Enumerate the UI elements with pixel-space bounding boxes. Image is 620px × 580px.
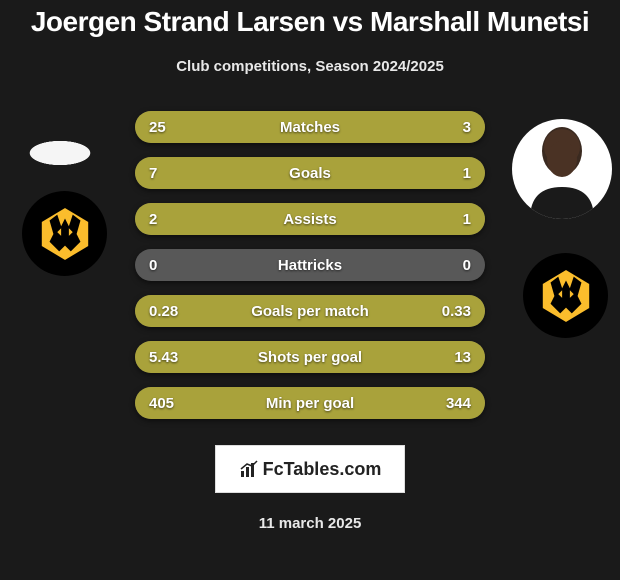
stat-value-left: 0 [149,249,157,281]
stat-label: Shots per goal [135,341,485,373]
stat-row: Hattricks0 0 [135,249,485,281]
stat-label: Hattricks [135,249,485,281]
stat-row: Shots per goal5.43 13 [135,341,485,373]
stat-row: Matches25 3 [135,111,485,143]
stat-value-right: 1 [463,157,471,189]
stat-row: Goals7 1 [135,157,485,189]
content-area: Matches253Goals71Assists21Hattricks00Goa… [0,111,620,532]
date-label: 11 march 2025 [0,515,620,532]
player-photo-right [512,119,612,219]
stat-value-right: 0 [463,249,471,281]
stat-label: Min per goal [135,387,485,419]
stat-row: Goals per match0.28 0.33 [135,295,485,327]
comparison-card: Joergen Strand Larsen vs Marshall Munets… [0,0,620,580]
club-badge-right [523,253,608,338]
stat-value-right: 0.33 [442,295,471,327]
stat-value-left: 5.43 [149,341,178,373]
page-title: Joergen Strand Larsen vs Marshall Munets… [0,6,620,38]
stats-container: Matches253Goals71Assists21Hattricks00Goa… [135,111,485,419]
stat-value-left: 405 [149,387,174,419]
person-silhouette-icon [512,119,612,219]
stat-label: Matches [135,111,485,143]
chart-icon [239,459,259,479]
wolves-logo-icon [36,205,94,263]
stat-value-right: 344 [446,387,471,419]
stat-row: Assists2 1 [135,203,485,235]
stat-value-right: 13 [454,341,471,373]
stat-label: Assists [135,203,485,235]
photo-placeholder-icon [10,103,110,203]
wolves-logo-icon [537,267,595,325]
stat-value-left: 0.28 [149,295,178,327]
stat-value-left: 7 [149,157,157,189]
stat-value-right: 1 [463,203,471,235]
photo-placeholder-icon [512,119,612,219]
stat-value-right: 3 [463,111,471,143]
stat-label: Goals per match [135,295,485,327]
stat-label: Goals [135,157,485,189]
club-badge-left [22,191,107,276]
player-photo-left [10,103,110,203]
watermark-text: FcTables.com [263,459,382,480]
stat-value-left: 25 [149,111,166,143]
stat-row: Min per goal405 344 [135,387,485,419]
watermark: FcTables.com [215,445,405,493]
stat-value-left: 2 [149,203,157,235]
subtitle: Club competitions, Season 2024/2025 [0,58,620,75]
